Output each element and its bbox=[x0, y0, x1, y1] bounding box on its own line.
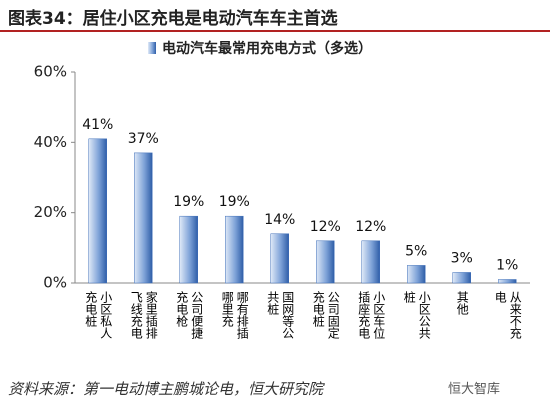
bar bbox=[270, 233, 289, 284]
x-tick-label: 其他 bbox=[455, 291, 470, 315]
watermark: 恒大智库 bbox=[448, 382, 501, 397]
x-tick-label: 公司固定充电桩 bbox=[311, 291, 341, 339]
bar bbox=[134, 152, 153, 284]
source: 资料来源：第一电动博主鹏城论电，恒大研究院 bbox=[8, 380, 324, 398]
value-label: 19% bbox=[173, 194, 204, 210]
value-label: 14% bbox=[264, 212, 295, 228]
value-label: 19% bbox=[219, 194, 250, 210]
x-tick-label: 公司便捷充电枪 bbox=[174, 291, 204, 339]
x-tick-label: 国网等公共桩 bbox=[265, 291, 295, 339]
value-label: 1% bbox=[496, 257, 518, 273]
x-tick-label: 哪有排插哪里充 bbox=[220, 291, 250, 339]
bar bbox=[452, 272, 471, 284]
value-label: 12% bbox=[355, 219, 386, 235]
y-tick-label: 20% bbox=[34, 203, 67, 221]
x-tick-label: 小区私人充电桩 bbox=[83, 291, 113, 339]
bar bbox=[498, 279, 517, 284]
value-label: 3% bbox=[451, 250, 473, 266]
legend-swatch bbox=[148, 42, 156, 54]
y-tick-label: 40% bbox=[34, 133, 67, 151]
bar bbox=[225, 215, 244, 284]
value-label: 37% bbox=[128, 131, 159, 147]
value-label: 12% bbox=[310, 219, 341, 235]
x-tick-label: 小区公共桩 bbox=[402, 291, 432, 339]
bar bbox=[179, 215, 198, 284]
x-tick-label: 小区车位插座充电 bbox=[356, 291, 386, 339]
page-title: 图表34：居住小区充电是电动汽车车主首选 bbox=[8, 9, 338, 29]
bar bbox=[407, 265, 426, 284]
y-tick-label: 60% bbox=[34, 63, 67, 81]
y-tick-label: 0% bbox=[43, 274, 67, 292]
bar bbox=[88, 138, 107, 284]
bar bbox=[316, 240, 335, 284]
x-tick-label: 从来不充电 bbox=[493, 291, 523, 339]
value-label: 5% bbox=[405, 243, 427, 259]
bar bbox=[361, 240, 380, 284]
legend-label: 电动汽车最常用充电方式（多选） bbox=[162, 40, 372, 57]
x-tick-label: 家里插排飞线充电 bbox=[129, 291, 159, 339]
value-label: 41% bbox=[82, 117, 113, 133]
